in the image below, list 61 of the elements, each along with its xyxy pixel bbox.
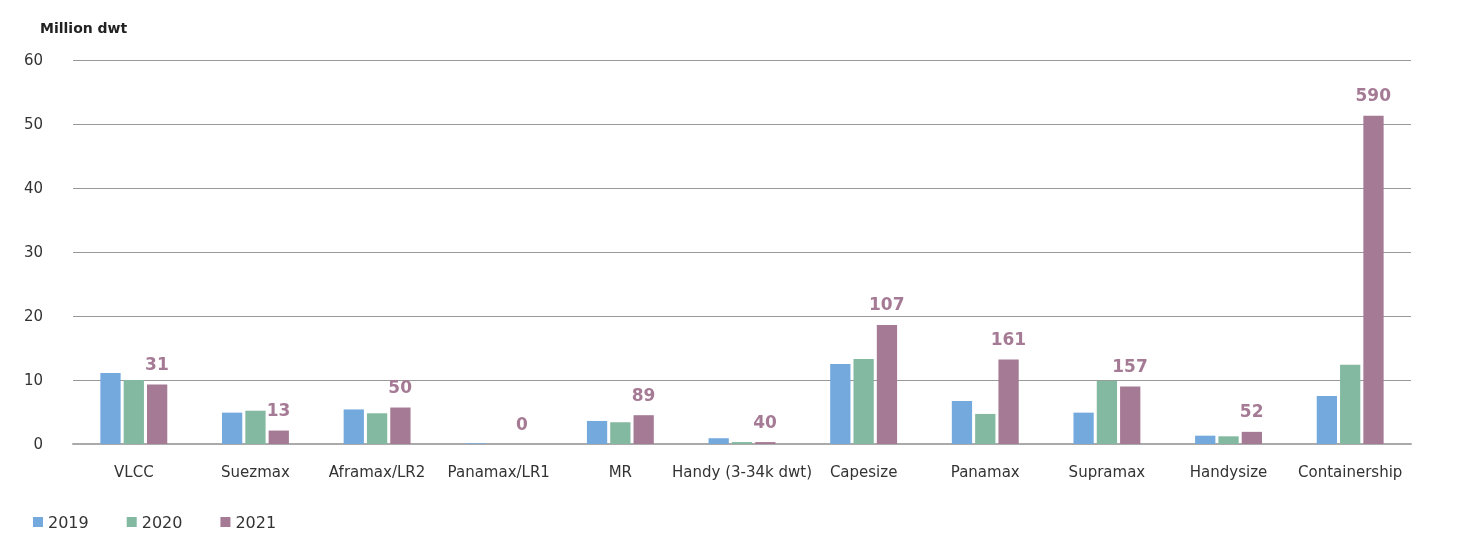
x-tick-label: Suezmax (221, 462, 290, 481)
bar (1363, 115, 1384, 444)
bar (1218, 436, 1239, 444)
legend-label: 2019 (48, 512, 89, 532)
bar (1073, 412, 1094, 444)
bar (1195, 435, 1216, 444)
y-tick-label: 0 (33, 435, 43, 453)
annotation: 107 (869, 294, 905, 315)
bar (1340, 364, 1361, 444)
bar (876, 324, 898, 444)
bar (975, 413, 996, 444)
bar (1316, 396, 1337, 444)
bar (633, 415, 654, 444)
annotation: 13 (266, 400, 291, 421)
x-tick-label: Panamax/LR1 (447, 462, 550, 481)
bar (853, 358, 874, 444)
y-tick-label: 30 (23, 243, 43, 261)
y-tick-label: 60 (23, 51, 43, 69)
y-tick-label: 10 (23, 371, 43, 389)
bar (586, 420, 608, 444)
x-tick-label: Panamax (950, 462, 1020, 481)
bar (245, 410, 266, 444)
bar (708, 438, 729, 444)
bar (830, 364, 851, 444)
x-tick-label: Capesize (829, 462, 898, 481)
bar (1096, 380, 1118, 444)
bar (998, 359, 1019, 444)
bar (1120, 386, 1141, 444)
x-tick-label: Aframax/LR2 (328, 462, 426, 481)
annotation: 157 (1112, 355, 1148, 376)
y-axis-title: Million dwt (40, 20, 128, 36)
y-tick-label: 50 (23, 115, 43, 133)
annotation: 89 (631, 384, 656, 405)
legend-label: 2021 (235, 512, 277, 532)
annotation: 52 (1239, 401, 1264, 422)
x-tick-label: MR (608, 462, 633, 481)
annotation: 40 (753, 411, 778, 432)
legend-label: 2020 (141, 512, 183, 532)
annotation: 31 (145, 353, 169, 374)
bar (268, 430, 289, 444)
y-tick-label: 20 (23, 307, 43, 325)
bar (951, 401, 973, 444)
x-tick-label: VLCC (114, 462, 154, 481)
annotation: 590 (1355, 85, 1392, 106)
annotation: 0 (515, 413, 528, 434)
bar (390, 407, 411, 444)
x-tick-label: Supramax (1068, 462, 1146, 481)
bar (222, 412, 243, 444)
y-tick-label: 40 (23, 179, 43, 197)
bar (100, 372, 121, 444)
bar (366, 413, 388, 444)
x-tick-label: Handysize (1189, 462, 1268, 481)
bar (343, 409, 364, 444)
x-tick-label: Containership (1298, 462, 1403, 481)
bar (147, 384, 168, 444)
bar (610, 422, 631, 444)
annotation: 50 (388, 377, 413, 398)
annotation: 161 (990, 329, 1027, 350)
bar (1241, 431, 1262, 444)
x-tick-label: Handy (3-34k dwt) (671, 462, 813, 481)
bar (123, 380, 144, 444)
